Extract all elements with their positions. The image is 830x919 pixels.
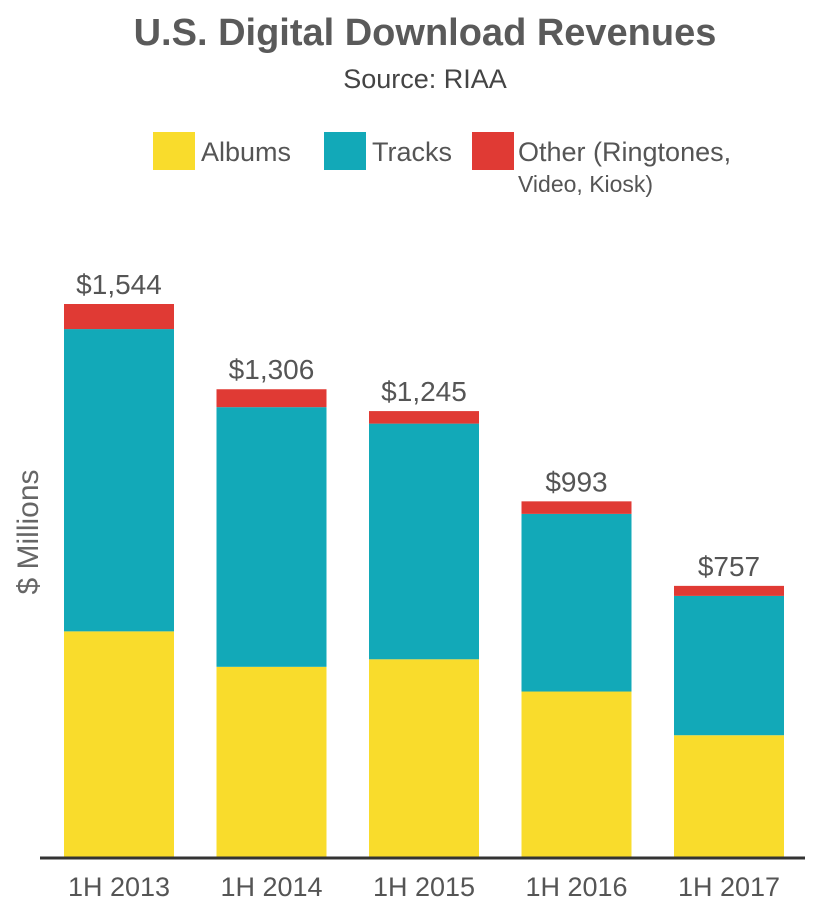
bar-other-1h-2015 xyxy=(369,411,479,424)
total-label-1h-2016: $993 xyxy=(545,466,607,497)
bar-albums-1h-2013 xyxy=(64,631,174,857)
x-tick-label-1h-2015: 1H 2015 xyxy=(373,872,475,902)
bar-tracks-1h-2017 xyxy=(674,595,784,736)
legend-label-albums: Albums xyxy=(201,137,291,167)
legend: Albums Tracks Other (Ringtones, Video, K… xyxy=(153,132,731,197)
bar-tracks-1h-2014 xyxy=(216,407,327,667)
total-label-1h-2017: $757 xyxy=(698,551,760,582)
bar-tracks-1h-2013 xyxy=(64,329,174,632)
bar-other-1h-2014 xyxy=(216,389,327,408)
total-label-1h-2015: $1,245 xyxy=(381,376,467,407)
chart-title: U.S. Digital Download Revenues xyxy=(134,12,717,54)
legend-swatch-other xyxy=(472,132,514,170)
legend-swatch-tracks xyxy=(324,132,366,170)
bar-tracks-1h-2016 xyxy=(521,513,632,692)
x-tick-label-1h-2017: 1H 2017 xyxy=(678,872,780,902)
bar-albums-1h-2016 xyxy=(521,691,632,857)
x-tick-label-1h-2014: 1H 2014 xyxy=(220,872,322,902)
total-label-1h-2013: $1,544 xyxy=(76,269,162,300)
legend-label-other-line2: Video, Kiosk) xyxy=(518,171,653,197)
y-axis-label: $ Millions xyxy=(12,469,45,594)
bar-albums-1h-2015 xyxy=(369,659,479,857)
bar-other-1h-2016 xyxy=(521,501,632,514)
legend-swatch-albums xyxy=(153,132,195,170)
total-label-1h-2014: $1,306 xyxy=(229,354,315,385)
bar-other-1h-2013 xyxy=(64,304,174,330)
x-tick-label-1h-2016: 1H 2016 xyxy=(525,872,627,902)
chart-subtitle: Source: RIAA xyxy=(343,64,507,94)
legend-label-other: Other (Ringtones, xyxy=(518,137,731,167)
bar-tracks-1h-2015 xyxy=(369,423,479,660)
bars-group: $1,544 1H 2013 $1,306 1H 2014 $1,245 1H 2015 $… xyxy=(64,269,784,902)
legend-label-tracks: Tracks xyxy=(372,137,452,167)
x-tick-label-1h-2013: 1H 2013 xyxy=(68,872,170,902)
bar-other-1h-2017 xyxy=(674,585,784,596)
bar-albums-1h-2017 xyxy=(674,735,784,857)
bar-albums-1h-2014 xyxy=(216,666,327,857)
